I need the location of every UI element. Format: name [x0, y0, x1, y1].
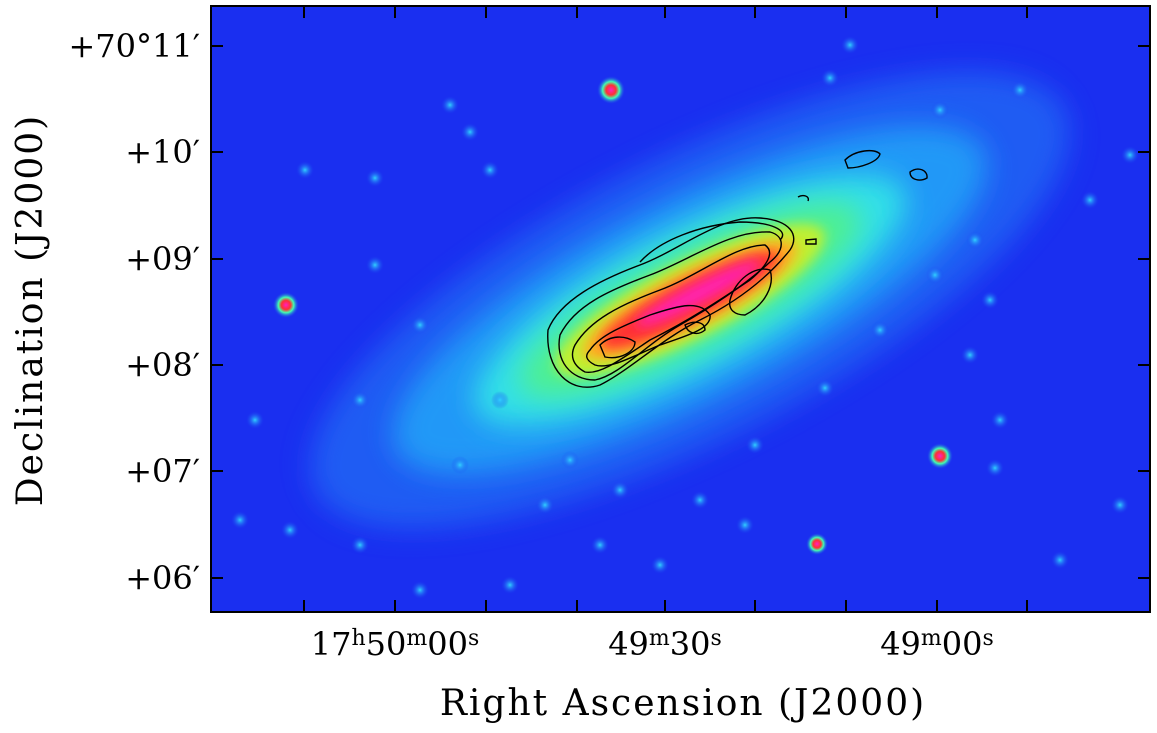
x-tick-label-part: 00 — [427, 625, 468, 663]
faint-star — [931, 101, 949, 119]
y-tick-label: +06′ — [125, 559, 200, 597]
faint-star — [351, 391, 369, 409]
faint-star — [651, 556, 669, 574]
faint-star — [1111, 496, 1129, 514]
y-tick-label: +09′ — [125, 240, 200, 278]
faint-star — [281, 521, 299, 539]
faint-star — [561, 451, 579, 469]
sky-image — [211, 0, 1150, 615]
y-tick-label: +70°11′ — [68, 27, 200, 65]
faint-star — [611, 481, 629, 499]
faint-star — [746, 436, 764, 454]
faint-star — [366, 256, 384, 274]
x-tick-label-part: 00 — [942, 625, 983, 663]
x-tick-label-part: m — [921, 626, 942, 651]
y-tick-label: +10′ — [125, 133, 200, 171]
faint-star — [1121, 146, 1139, 164]
figure: 17h50m00s49m30s49m00s+70°11′+10′+09′+08′… — [0, 0, 1157, 729]
faint-star — [296, 161, 314, 179]
faint-star — [366, 169, 384, 187]
x-tick-label-part: 17 — [311, 625, 352, 663]
faint-star — [1011, 81, 1029, 99]
faint-star — [926, 266, 944, 284]
faint-star — [351, 536, 369, 554]
x-tick-label-part: h — [351, 626, 365, 651]
x-tick-label: 49m30s — [608, 625, 722, 663]
faint-star — [501, 576, 519, 594]
faint-star — [816, 379, 834, 397]
x-tick-label: 17h50m00s — [311, 625, 480, 663]
faint-star — [411, 316, 429, 334]
y-tick-label: +07′ — [125, 452, 200, 490]
faint-star — [966, 231, 984, 249]
page: Sky image {"axes": { "x_label": "Right A… — [0, 0, 1157, 729]
faint-star — [441, 96, 459, 114]
bright-star — [927, 443, 953, 469]
faint-star — [871, 321, 889, 339]
faint-star — [986, 459, 1004, 477]
y-tick-label: +08′ — [125, 346, 200, 384]
x-tick-label-part: 50 — [366, 625, 407, 663]
bright-star — [806, 533, 828, 555]
faint-star — [461, 123, 479, 141]
faint-star — [481, 161, 499, 179]
faint-star — [1051, 551, 1069, 569]
x-tick-label-part: 49 — [608, 625, 649, 663]
x-axis-label: Right Ascension (J2000) — [440, 683, 926, 724]
faint-star — [491, 391, 509, 409]
bright-star — [273, 292, 299, 318]
bright-star — [597, 76, 625, 104]
faint-star — [981, 291, 999, 309]
faint-star — [991, 411, 1009, 429]
faint-star — [691, 491, 709, 509]
faint-star — [1081, 191, 1099, 209]
x-tick-label: 49m00s — [880, 625, 994, 663]
x-tick-label-part: m — [406, 626, 427, 651]
faint-star — [231, 511, 249, 529]
faint-star — [536, 496, 554, 514]
faint-star — [451, 456, 469, 474]
x-tick-label-part: m — [649, 626, 670, 651]
faint-star — [591, 536, 609, 554]
faint-star — [841, 36, 859, 54]
faint-star — [736, 516, 754, 534]
faint-star — [411, 581, 429, 599]
faint-star — [246, 411, 264, 429]
x-tick-label-part: s — [983, 626, 994, 651]
x-tick-label-part: 49 — [880, 625, 921, 663]
faint-star — [961, 346, 979, 364]
x-tick-label-part: s — [711, 626, 722, 651]
x-tick-label-part: s — [468, 626, 479, 651]
y-axis-label: Declination (J2000) — [10, 114, 51, 506]
faint-star — [821, 69, 839, 87]
body: 17h50m00s49m30s49m00s+70°11′+10′+09′+08′… — [0, 0, 1157, 729]
x-tick-label-part: 30 — [670, 625, 711, 663]
